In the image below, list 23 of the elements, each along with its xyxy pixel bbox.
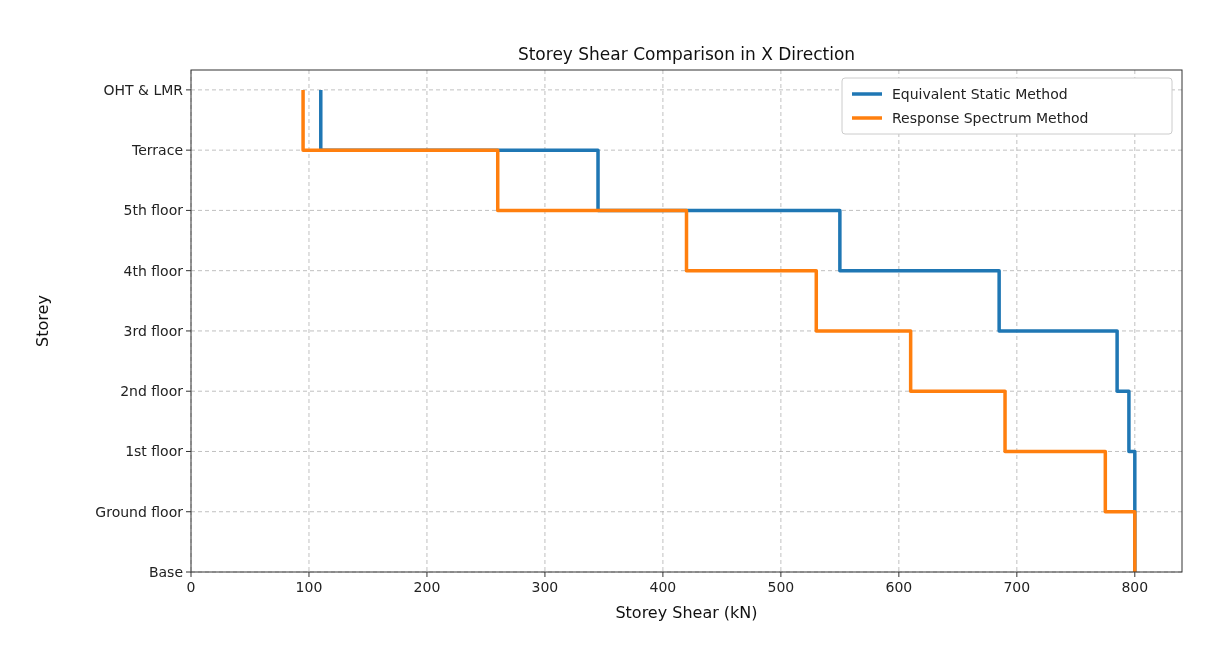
legend-label: Equivalent Static Method — [892, 86, 1068, 102]
y-tick-label: 2nd floor — [120, 383, 184, 400]
y-tick-label: 4th floor — [123, 262, 184, 279]
x-tick-label: 0 — [186, 579, 196, 595]
x-tick-label: 100 — [295, 579, 323, 595]
chart-title: Storey Shear Comparison in X Direction — [517, 44, 856, 64]
y-tick-label: 3rd floor — [123, 322, 184, 339]
y-tick-label: Terrace — [131, 142, 183, 159]
y-tick-label: Base — [148, 564, 183, 580]
x-axis-title: Storey Shear (kN) — [615, 603, 758, 622]
x-tick-label: 500 — [767, 579, 795, 595]
x-tick-label: 300 — [531, 579, 559, 595]
x-tick-label: 600 — [885, 579, 913, 595]
y-tick-label: 5th floor — [123, 202, 184, 219]
y-axis-title: Storey — [33, 295, 52, 347]
x-tick-label: 400 — [649, 579, 677, 595]
y-tick-label: Ground floor — [95, 503, 184, 520]
x-tick-label: 200 — [413, 579, 441, 595]
x-tick-label: 700 — [1003, 579, 1031, 595]
y-tick-label: 1st floor — [125, 443, 184, 460]
legend-label: Response Spectrum Method — [892, 110, 1089, 126]
x-tick-label: 800 — [1121, 579, 1149, 595]
y-tick-label: OHT & LMR — [103, 81, 184, 98]
